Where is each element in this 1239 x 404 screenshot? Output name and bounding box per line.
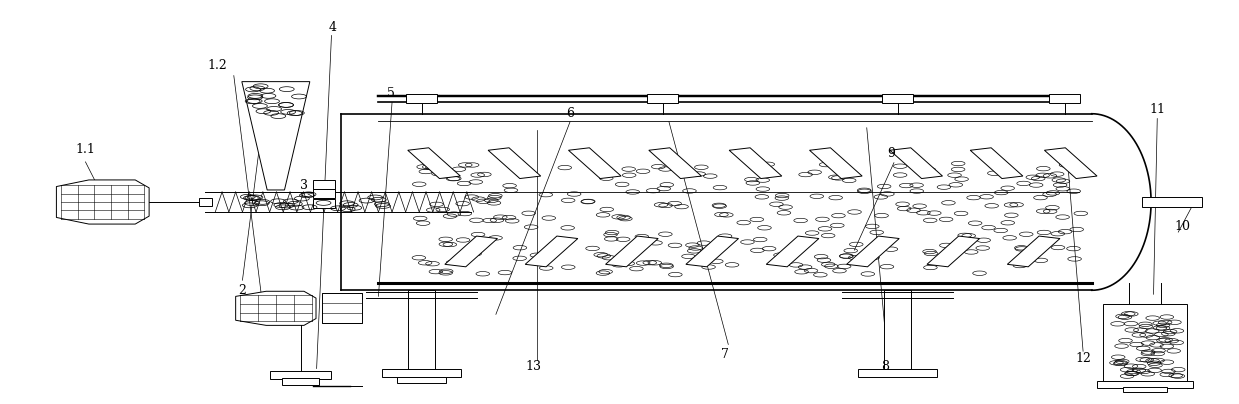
- Text: 12: 12: [1075, 352, 1092, 365]
- Text: 6: 6: [566, 107, 574, 120]
- Text: 2: 2: [239, 284, 247, 297]
- Bar: [322, 293, 362, 323]
- Bar: [408, 290, 435, 368]
- Polygon shape: [445, 236, 498, 267]
- Text: 1.1: 1.1: [76, 143, 95, 156]
- Polygon shape: [1007, 236, 1059, 267]
- Bar: [270, 370, 332, 379]
- Bar: [882, 95, 913, 103]
- Text: 13: 13: [525, 360, 541, 373]
- Bar: [1097, 381, 1193, 388]
- Text: 4: 4: [328, 21, 337, 34]
- Bar: [282, 378, 320, 385]
- Bar: [1142, 197, 1202, 207]
- Text: 1.2: 1.2: [208, 59, 228, 72]
- Polygon shape: [730, 148, 782, 179]
- Bar: [313, 189, 336, 198]
- Text: 11: 11: [1150, 103, 1165, 116]
- Bar: [647, 95, 678, 103]
- Polygon shape: [235, 291, 316, 325]
- Bar: [313, 180, 336, 189]
- Polygon shape: [1044, 148, 1097, 179]
- Bar: [313, 199, 336, 208]
- Polygon shape: [649, 148, 701, 179]
- Text: 7: 7: [721, 348, 729, 361]
- Bar: [859, 368, 937, 377]
- Text: 9: 9: [887, 147, 896, 160]
- Bar: [382, 368, 461, 377]
- Polygon shape: [809, 148, 862, 179]
- Polygon shape: [488, 148, 540, 179]
- Polygon shape: [57, 180, 149, 224]
- Bar: [199, 198, 212, 206]
- Bar: [885, 290, 911, 368]
- Polygon shape: [525, 236, 577, 267]
- Polygon shape: [970, 148, 1023, 179]
- Bar: [406, 95, 437, 103]
- Polygon shape: [890, 148, 943, 179]
- Polygon shape: [846, 236, 900, 267]
- Bar: [1049, 95, 1080, 103]
- Bar: [396, 377, 446, 383]
- Polygon shape: [766, 236, 819, 267]
- Polygon shape: [242, 82, 310, 190]
- Bar: [1123, 387, 1167, 392]
- Polygon shape: [569, 148, 621, 179]
- Text: 3: 3: [300, 179, 309, 192]
- Polygon shape: [686, 236, 738, 267]
- Text: 8: 8: [881, 360, 890, 373]
- Polygon shape: [408, 148, 461, 179]
- Bar: [1103, 304, 1187, 381]
- Polygon shape: [606, 236, 658, 267]
- Text: 5: 5: [387, 87, 395, 100]
- Text: 10: 10: [1175, 219, 1189, 233]
- Polygon shape: [927, 236, 980, 267]
